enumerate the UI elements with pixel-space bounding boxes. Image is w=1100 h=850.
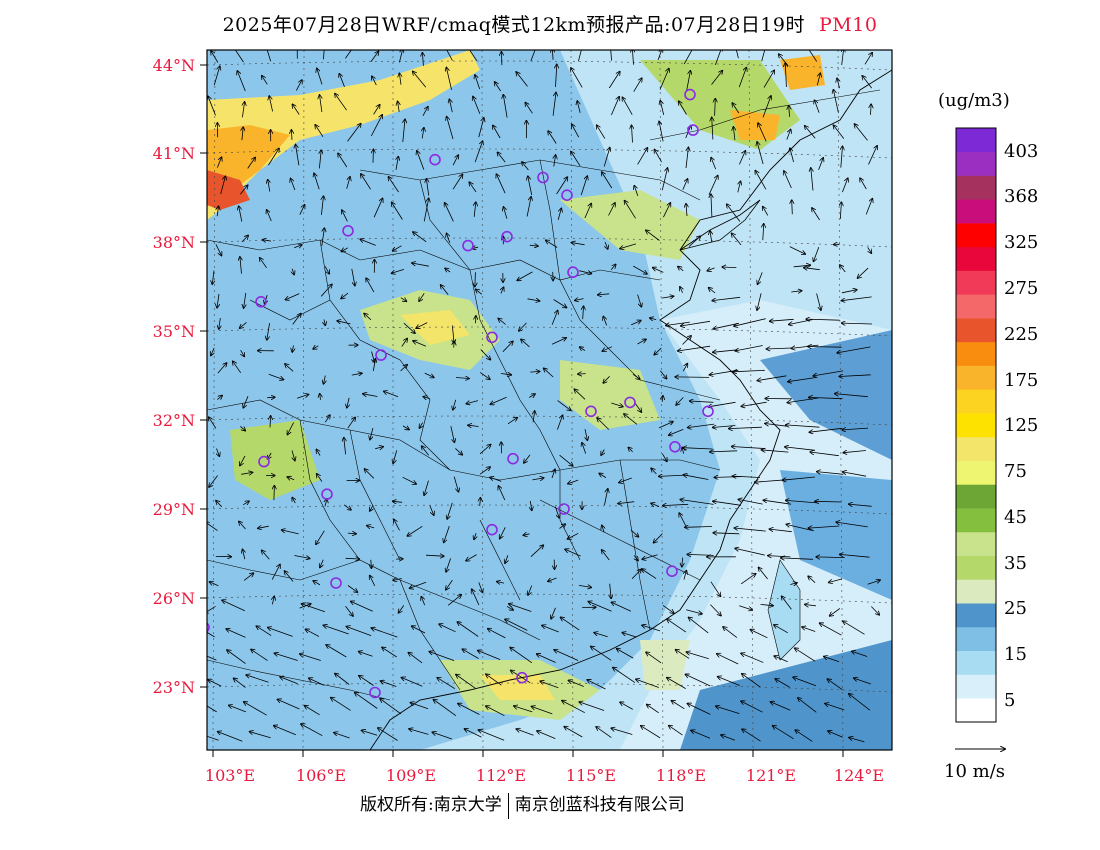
legend-level-325: 325 [1004,233,1038,253]
lon-label-124: 124°E [824,766,894,785]
lon-label-118: 118°E [646,766,716,785]
lon-label-112: 112°E [466,766,536,785]
wind-arrow [675,377,709,378]
lon-ticks [213,750,843,757]
legend-level-368: 368 [1004,187,1038,207]
lon-label-106: 106°E [286,766,356,785]
legend-unit: (ug/m3) [938,90,1010,111]
wind-reference-label: 10 m/s [944,761,1005,782]
footer-right: 南京创蓝科技有限公司 [515,795,685,815]
colorbar-swatch [956,556,996,580]
lon-label-109: 109°E [376,766,446,785]
copyright-footer: 版权所有:南京大学 南京创蓝科技有限公司 [360,790,685,819]
legend-level-403: 403 [1004,142,1038,162]
colorbar-swatch [956,389,996,413]
wind-arrow [274,486,275,501]
colorbar-swatch [956,223,996,247]
colorbar-swatch [956,461,996,485]
legend-level-275: 275 [1004,279,1038,299]
legend-level-175: 175 [1004,371,1038,391]
wind-arrow [578,374,586,375]
lon-label-121: 121°E [736,766,806,785]
colorbar-swatch [956,484,996,508]
colorbar-swatch [956,603,996,627]
legend-level-45: 45 [1004,508,1027,528]
colorbar-swatch [956,651,996,675]
colorbar-swatch [956,508,996,532]
colorbar-swatch [956,247,996,271]
wind-arrow [267,397,275,398]
colorbar-swatch [956,318,996,342]
colorbar-swatch [956,437,996,461]
lat-label-35: 35°N [135,322,195,341]
colorbar-swatch [956,413,996,437]
lat-label-26: 26°N [135,589,195,608]
legend-level-75: 75 [1004,462,1027,482]
footer-left: 版权所有:南京大学 [360,795,502,815]
colorbar-swatch [956,152,996,176]
wind-arrow [475,272,476,286]
colorbar-swatch [956,627,996,651]
colorbar-swatch [956,579,996,603]
legend-level-25: 25 [1004,599,1027,619]
legend-level-225: 225 [1004,325,1038,345]
colorbar-swatch [956,698,996,722]
legend-level-125: 125 [1004,416,1038,436]
lat-label-38: 38°N [135,233,195,252]
colorbar-swatch [956,176,996,200]
lat-label-29: 29°N [135,500,195,519]
wind-arrow [501,52,502,65]
wind-arrow [454,341,455,347]
legend-level-15: 15 [1004,645,1027,665]
lat-label-44: 44°N [135,56,195,75]
colorbar-swatch [956,366,996,390]
colorbar-swatch [956,271,996,295]
colorbar-swatch [956,674,996,698]
colorbar-swatch [956,532,996,556]
colorbar [956,128,996,722]
colorbar-swatch [956,128,996,152]
legend-level-35: 35 [1004,554,1027,574]
colorbar-swatch [956,294,996,318]
footer-separator [508,793,509,819]
lat-label-23: 23°N [135,678,195,697]
colorbar-swatch [956,342,996,366]
legend-level-5: 5 [1004,691,1015,711]
lon-label-115: 115°E [556,766,626,785]
map-field [195,39,892,750]
lon-label-103: 103°E [195,766,265,785]
lat-ticks [200,65,207,687]
colorbar-swatch [956,199,996,223]
lat-label-41: 41°N [135,144,195,163]
lat-label-32: 32°N [135,411,195,430]
